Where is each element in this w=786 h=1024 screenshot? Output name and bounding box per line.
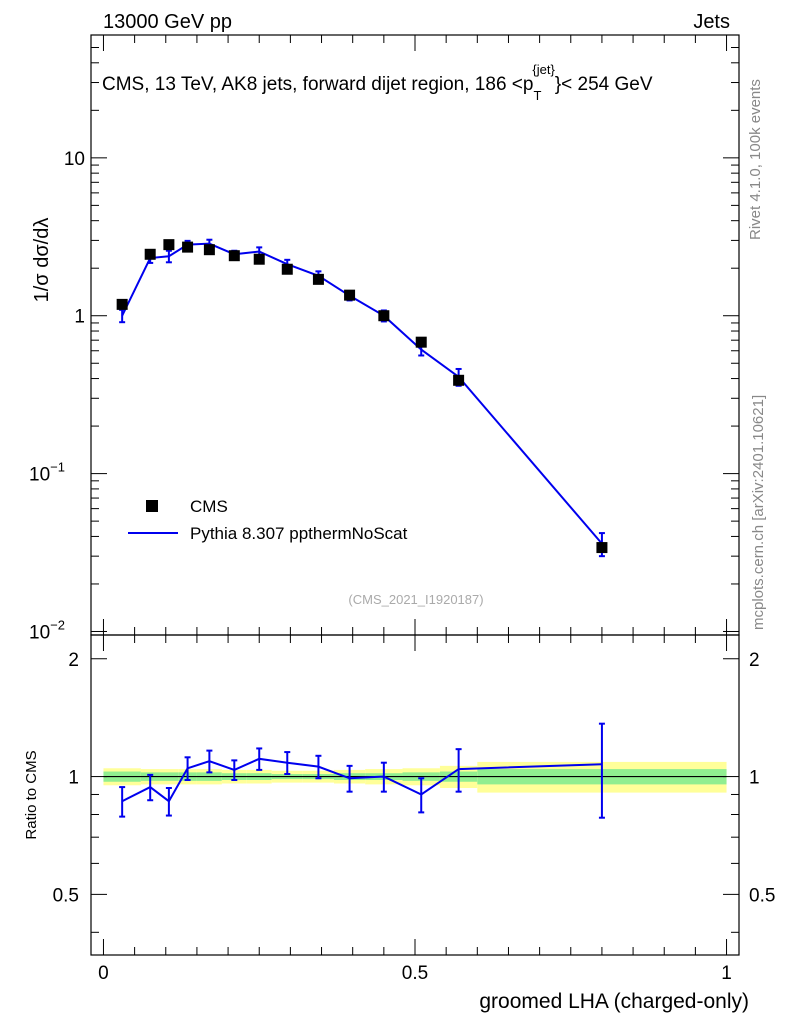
main-y-axis-label: 1/σ dσ/dλ — [31, 218, 53, 303]
beam-label: 13000 GeV pp — [103, 11, 232, 33]
ratio-ytick-label-left-0: 0.5 — [53, 885, 79, 906]
mcplots-source-label: mcplots.cern.ch [arXiv:2401.10621] — [750, 395, 767, 630]
ratio-line — [121, 757, 602, 803]
main-ytick-label-3: 10 — [64, 149, 85, 170]
rivet-version-label: Rivet 4.1.0, 100k events — [747, 79, 764, 240]
x-axis-label: groomed LHA (charged-only) — [479, 990, 749, 1013]
cms-point-13 — [596, 542, 608, 554]
xtick-label-0: 0 — [98, 963, 109, 984]
legend-label-cms: CMS — [190, 497, 228, 516]
legend-marker-cms — [146, 500, 158, 512]
pythia-line — [121, 242, 603, 545]
cms-point-0 — [116, 298, 128, 310]
xtick-label-2: 1 — [721, 963, 732, 984]
ratio-ytick-label-right-0: 0.5 — [749, 885, 775, 906]
main-y-axis-label-text: 1/σ dσ/dλ — [31, 218, 53, 303]
cms-point-10 — [378, 310, 390, 322]
ratio-ytick-label-left-2: 2 — [68, 650, 79, 671]
main-ytick-label-1: 10−1 — [29, 460, 65, 486]
ratio-y-axis-label: Ratio to CMS — [23, 750, 40, 839]
legend: CMS Pythia 8.307 ppthermNoScat — [128, 497, 408, 543]
xtick-label-1: 0.5 — [402, 963, 428, 984]
main-ytick-label-2: 1 — [74, 307, 85, 328]
series-cms — [116, 239, 608, 554]
legend-label-pythia: Pythia 8.307 ppthermNoScat — [190, 524, 408, 543]
ratio-ytick-label-right-1: 1 — [749, 768, 760, 789]
cms-point-8 — [312, 273, 324, 285]
series-ratio — [119, 722, 605, 819]
ratio-ytick-label-left-1: 1 — [68, 768, 79, 789]
cms-point-2 — [163, 239, 175, 251]
main-ytick-label-0: 10−2 — [29, 617, 65, 643]
cms-point-9 — [344, 289, 356, 301]
cms-point-7 — [281, 263, 293, 275]
cms-point-11 — [415, 336, 427, 348]
ratio-ytick-label-right-2: 2 — [749, 650, 760, 671]
cms-point-5 — [228, 250, 240, 262]
main-y-axis: 10−2 10−1 1 10 — [29, 34, 739, 643]
cms-point-6 — [253, 253, 265, 265]
cms-point-3 — [182, 241, 194, 253]
x-axis: 0 0.5 1 — [98, 35, 732, 984]
ratio-y-axis: 0.5 0.5 1 1 2 2 — [53, 650, 775, 933]
cms-point-1 — [144, 248, 156, 260]
main-panel-frame — [90, 34, 740, 636]
ratio-panel-frame — [90, 634, 740, 956]
ratio-uncertainty-bands — [103, 761, 727, 793]
cms-point-12 — [453, 374, 465, 386]
cms-point-4 — [203, 244, 215, 256]
chart-title: CMS, 13 TeV, AK8 jets, forward dijet reg… — [102, 62, 653, 103]
analysis-id-label: (CMS_2021_I1920187) — [348, 592, 483, 607]
category-label: Jets — [693, 11, 730, 33]
